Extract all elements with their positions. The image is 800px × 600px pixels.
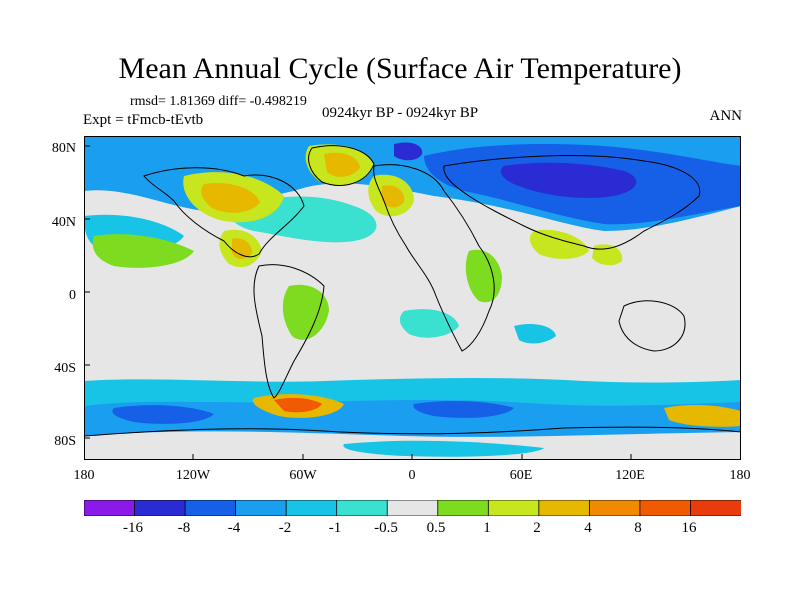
colorbar-swatch xyxy=(184,500,237,516)
antarctic-interior-cyan xyxy=(343,440,544,457)
lat-label-equator: 0 xyxy=(69,288,76,303)
colorbar-label: 4 xyxy=(584,520,592,536)
southern-ocean-deep xyxy=(112,405,214,424)
colorbar-swatch xyxy=(639,500,692,516)
lat-label-40n: 40N xyxy=(51,215,76,230)
colorbar-swatch xyxy=(386,500,439,516)
colorbar xyxy=(84,500,741,516)
colorbar-label: 8 xyxy=(634,520,642,536)
pacific-green-band xyxy=(92,234,194,268)
arctic-spot-deep-cold xyxy=(394,142,423,161)
australia-coast xyxy=(618,300,686,352)
lon-label-120e: 120E xyxy=(615,468,645,483)
southern-ocean-deep-2 xyxy=(413,401,514,418)
period-label: 0924kyr BP - 0924kyr BP xyxy=(321,105,479,121)
colorbar-swatch xyxy=(84,500,136,516)
asia-coast xyxy=(443,155,701,250)
experiment-label: Expt = tFmcb-tEvtb xyxy=(83,112,204,128)
colorbar-label: -1 xyxy=(328,520,342,536)
colorbar-swatch xyxy=(134,500,186,516)
lat-label-80s: 80S xyxy=(54,434,76,449)
colorbar-label: -8 xyxy=(177,520,191,536)
north-america-orange xyxy=(201,182,260,213)
temperature-map xyxy=(84,136,741,460)
lon-label-60w: 60W xyxy=(289,468,317,483)
colorbar-label: 16 xyxy=(681,520,697,536)
south-america-coast xyxy=(253,264,325,399)
lat-label-40s: 40S xyxy=(54,361,76,376)
colorbar-swatch xyxy=(437,500,490,516)
lon-label-180w: 180 xyxy=(73,468,95,483)
colorbar-label: -16 xyxy=(123,520,143,536)
central-america-orange xyxy=(232,238,252,259)
lon-label-120w: 120W xyxy=(175,468,211,483)
colorbar-swatch xyxy=(487,500,540,516)
lon-label-180e: 180 xyxy=(729,468,751,483)
statistics-text: rmsd= 1.81369 diff= -0.498219 xyxy=(130,94,307,109)
europe-africa-coast xyxy=(373,164,495,352)
colorbar-swatch xyxy=(690,500,741,516)
greenland-coast xyxy=(308,145,375,186)
coastlines xyxy=(84,145,741,437)
antarctica-coast xyxy=(84,426,741,437)
colorbar-label: 0.5 xyxy=(426,520,446,536)
axis-ticks xyxy=(84,145,632,460)
indian-ocean-cyan xyxy=(514,324,556,344)
antarctic-orange-east xyxy=(664,404,741,427)
lon-label-60e: 60E xyxy=(509,468,533,483)
south-america-green xyxy=(282,284,329,340)
colorbar-swatch xyxy=(336,500,389,516)
colorbar-swatch xyxy=(235,500,288,516)
colorbar-label: -2 xyxy=(278,520,292,536)
siberia-deep-cold xyxy=(500,162,637,198)
north-america-coast xyxy=(143,167,305,258)
antarctic-red xyxy=(274,397,322,413)
lon-label-0: 0 xyxy=(408,468,416,483)
colorbar-swatch xyxy=(285,500,338,516)
chart-title: Mean Annual Cycle (Surface Air Temperatu… xyxy=(118,52,682,85)
colorbar-swatch xyxy=(538,500,591,516)
colorbar-label: -0.5 xyxy=(374,520,398,536)
asia-green xyxy=(529,229,589,259)
colorbar-label: 2 xyxy=(533,520,541,536)
africa-green xyxy=(465,249,502,303)
greenland-orange xyxy=(324,152,360,177)
indonesia-yellow xyxy=(592,244,623,266)
colorbar-label: 1 xyxy=(483,520,491,536)
europe-orange xyxy=(382,185,405,208)
season-label: ANN xyxy=(709,108,743,124)
colorbar-swatch xyxy=(588,500,641,516)
lat-label-80n: 80N xyxy=(51,141,76,156)
colorbar-label: -4 xyxy=(227,520,241,536)
